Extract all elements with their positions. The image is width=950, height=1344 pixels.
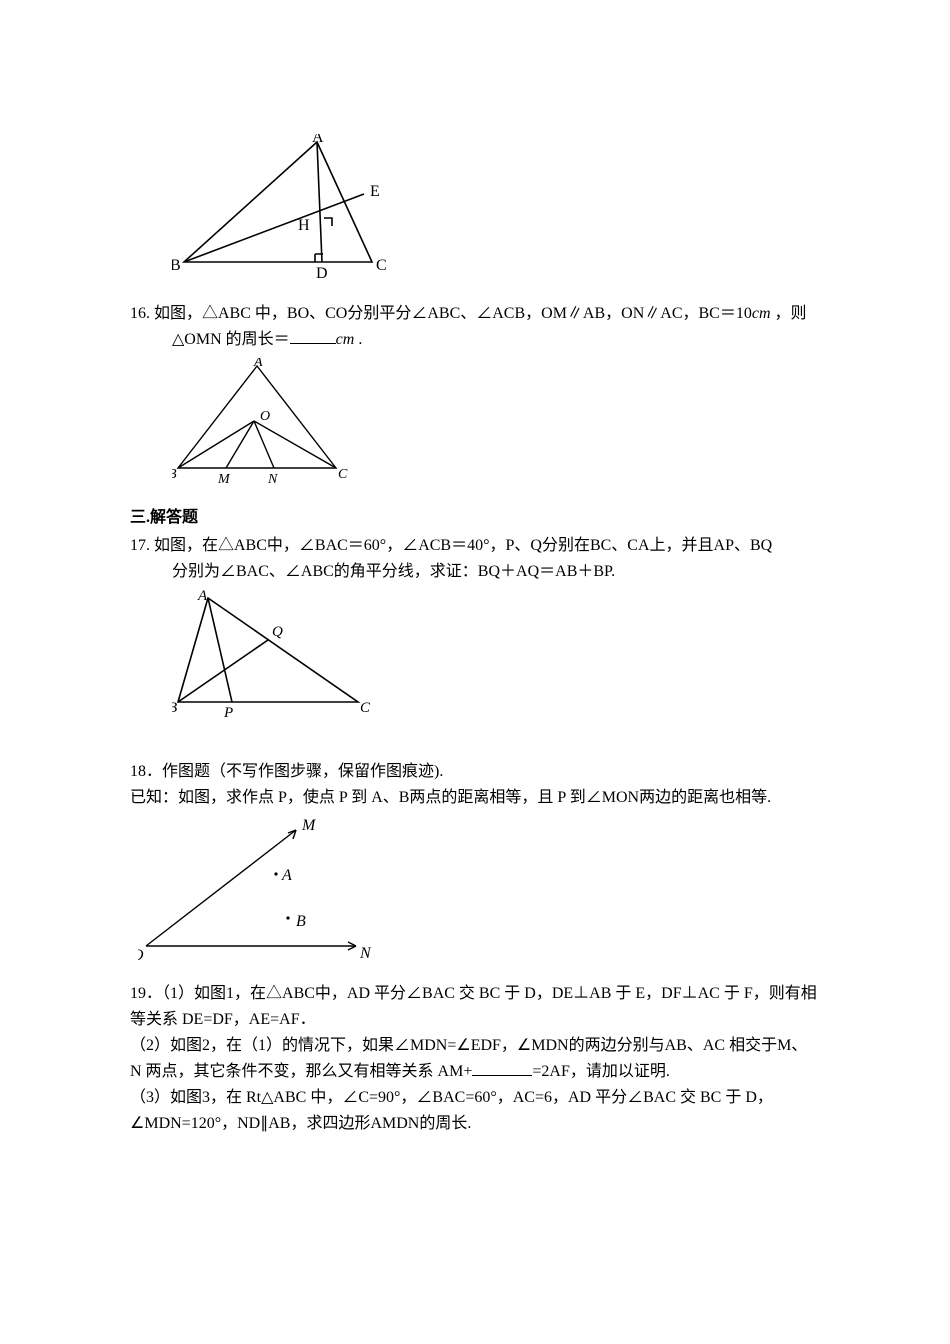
svg-text:A: A xyxy=(253,358,263,370)
problem-17-line1: 如图，在△ABC中，∠BAC＝60°，∠ACB＝40°，P、Q分别在BC、CA上… xyxy=(154,537,772,554)
svg-text:N: N xyxy=(359,945,372,962)
problem-19-line2b-b: =2AF，请加以证明. xyxy=(532,1063,669,1080)
problem-19-line3a: （3）如图3，在 Rt△ABC 中，∠C=90°，∠BAC=60°，AC=6，A… xyxy=(130,1089,773,1106)
svg-text:A: A xyxy=(281,867,292,884)
problem-17-number: 17. xyxy=(130,537,150,554)
problem-17-line2: 分别为∠BAC、∠ABC的角平分线，求证：BQ＋AQ＝AB＋BP. xyxy=(172,563,615,580)
svg-text:H: H xyxy=(298,217,310,234)
problem-18-title: 作图题（不写作图步骤，保留作图痕迹). xyxy=(162,763,443,780)
svg-text:M: M xyxy=(217,472,231,487)
problem-19-blank[interactable] xyxy=(472,1061,532,1076)
cm-unit-2: cm xyxy=(336,331,355,348)
problem-16-line2b: . xyxy=(354,331,362,348)
cm-unit: cm xyxy=(752,305,771,322)
problem-16-line1a: 如图，△ABC 中，BO、CO分别平分∠ABC、∠ACB，OM∥AB，ON∥AC… xyxy=(154,305,752,322)
svg-text:B: B xyxy=(172,257,181,274)
problem-19-line2a: （2）如图2，在（1）的情况下，如果∠MDN=∠EDF，∠MDN的两边分别与AB… xyxy=(130,1037,807,1054)
problem-16-line2a: △OMN 的周长＝ xyxy=(172,331,290,348)
figure-16: A B C M N O xyxy=(172,358,850,496)
svg-text:E: E xyxy=(370,183,380,200)
svg-text:D: D xyxy=(316,265,328,282)
svg-text:A: A xyxy=(312,134,324,146)
problem-16-number: 16. xyxy=(130,305,150,322)
svg-text:A: A xyxy=(197,590,208,604)
problem-18: 18．作图题（不写作图步骤，保留作图痕迹). 已知：如图，求作点 P，使点 P … xyxy=(130,760,850,810)
figure-18: O M N A B xyxy=(138,816,850,972)
svg-text:Q: Q xyxy=(272,624,283,640)
problem-19-line3b: ∠MDN=120°，ND∥AB，求四边形AMDN的周长. xyxy=(130,1115,471,1132)
svg-text:P: P xyxy=(223,705,233,721)
figure-15: A B C D E H xyxy=(172,134,850,292)
svg-text:C: C xyxy=(338,467,348,482)
figure-17: A B C P Q xyxy=(172,590,850,730)
svg-text:C: C xyxy=(360,700,371,716)
problem-19: 19．（1）如图1，在△ABC中，AD 平分∠BAC 交 BC 于 D，DE⊥A… xyxy=(130,982,850,1136)
problem-17: 17. 如图，在△ABC中，∠BAC＝60°，∠ACB＝40°，P、Q分别在BC… xyxy=(130,534,850,584)
problem-16-line1b: ，则 xyxy=(771,305,807,322)
svg-text:M: M xyxy=(301,817,317,834)
problem-19-line2b-a: N 两点，其它条件不变，那么又有相等关系 AM+ xyxy=(130,1063,472,1080)
problem-16-blank[interactable] xyxy=(290,329,336,344)
problem-18-number: 18． xyxy=(130,763,162,780)
svg-text:C: C xyxy=(376,257,387,274)
svg-text:O: O xyxy=(260,409,270,424)
problem-16: 16. 如图，△ABC 中，BO、CO分别平分∠ABC、∠ACB，OM∥AB，O… xyxy=(130,302,850,352)
svg-text:B: B xyxy=(172,700,177,716)
svg-text:N: N xyxy=(267,472,278,487)
svg-text:B: B xyxy=(296,913,306,930)
problem-19-number: 19． xyxy=(130,985,162,1002)
problem-19-line1: （1）如图1，在△ABC中，AD 平分∠BAC 交 BC 于 D，DE⊥AB 于… xyxy=(162,985,817,1002)
problem-19-line1b: 等关系 DE=DF，AE=AF． xyxy=(130,1011,316,1028)
problem-18-given: 已知：如图，求作点 P，使点 P 到 A、B两点的距离相等，且 P 到∠MON两… xyxy=(130,789,771,806)
svg-text:B: B xyxy=(172,467,177,482)
svg-text:O: O xyxy=(138,947,144,964)
section-3-heading: 三.解答题 xyxy=(130,506,850,530)
